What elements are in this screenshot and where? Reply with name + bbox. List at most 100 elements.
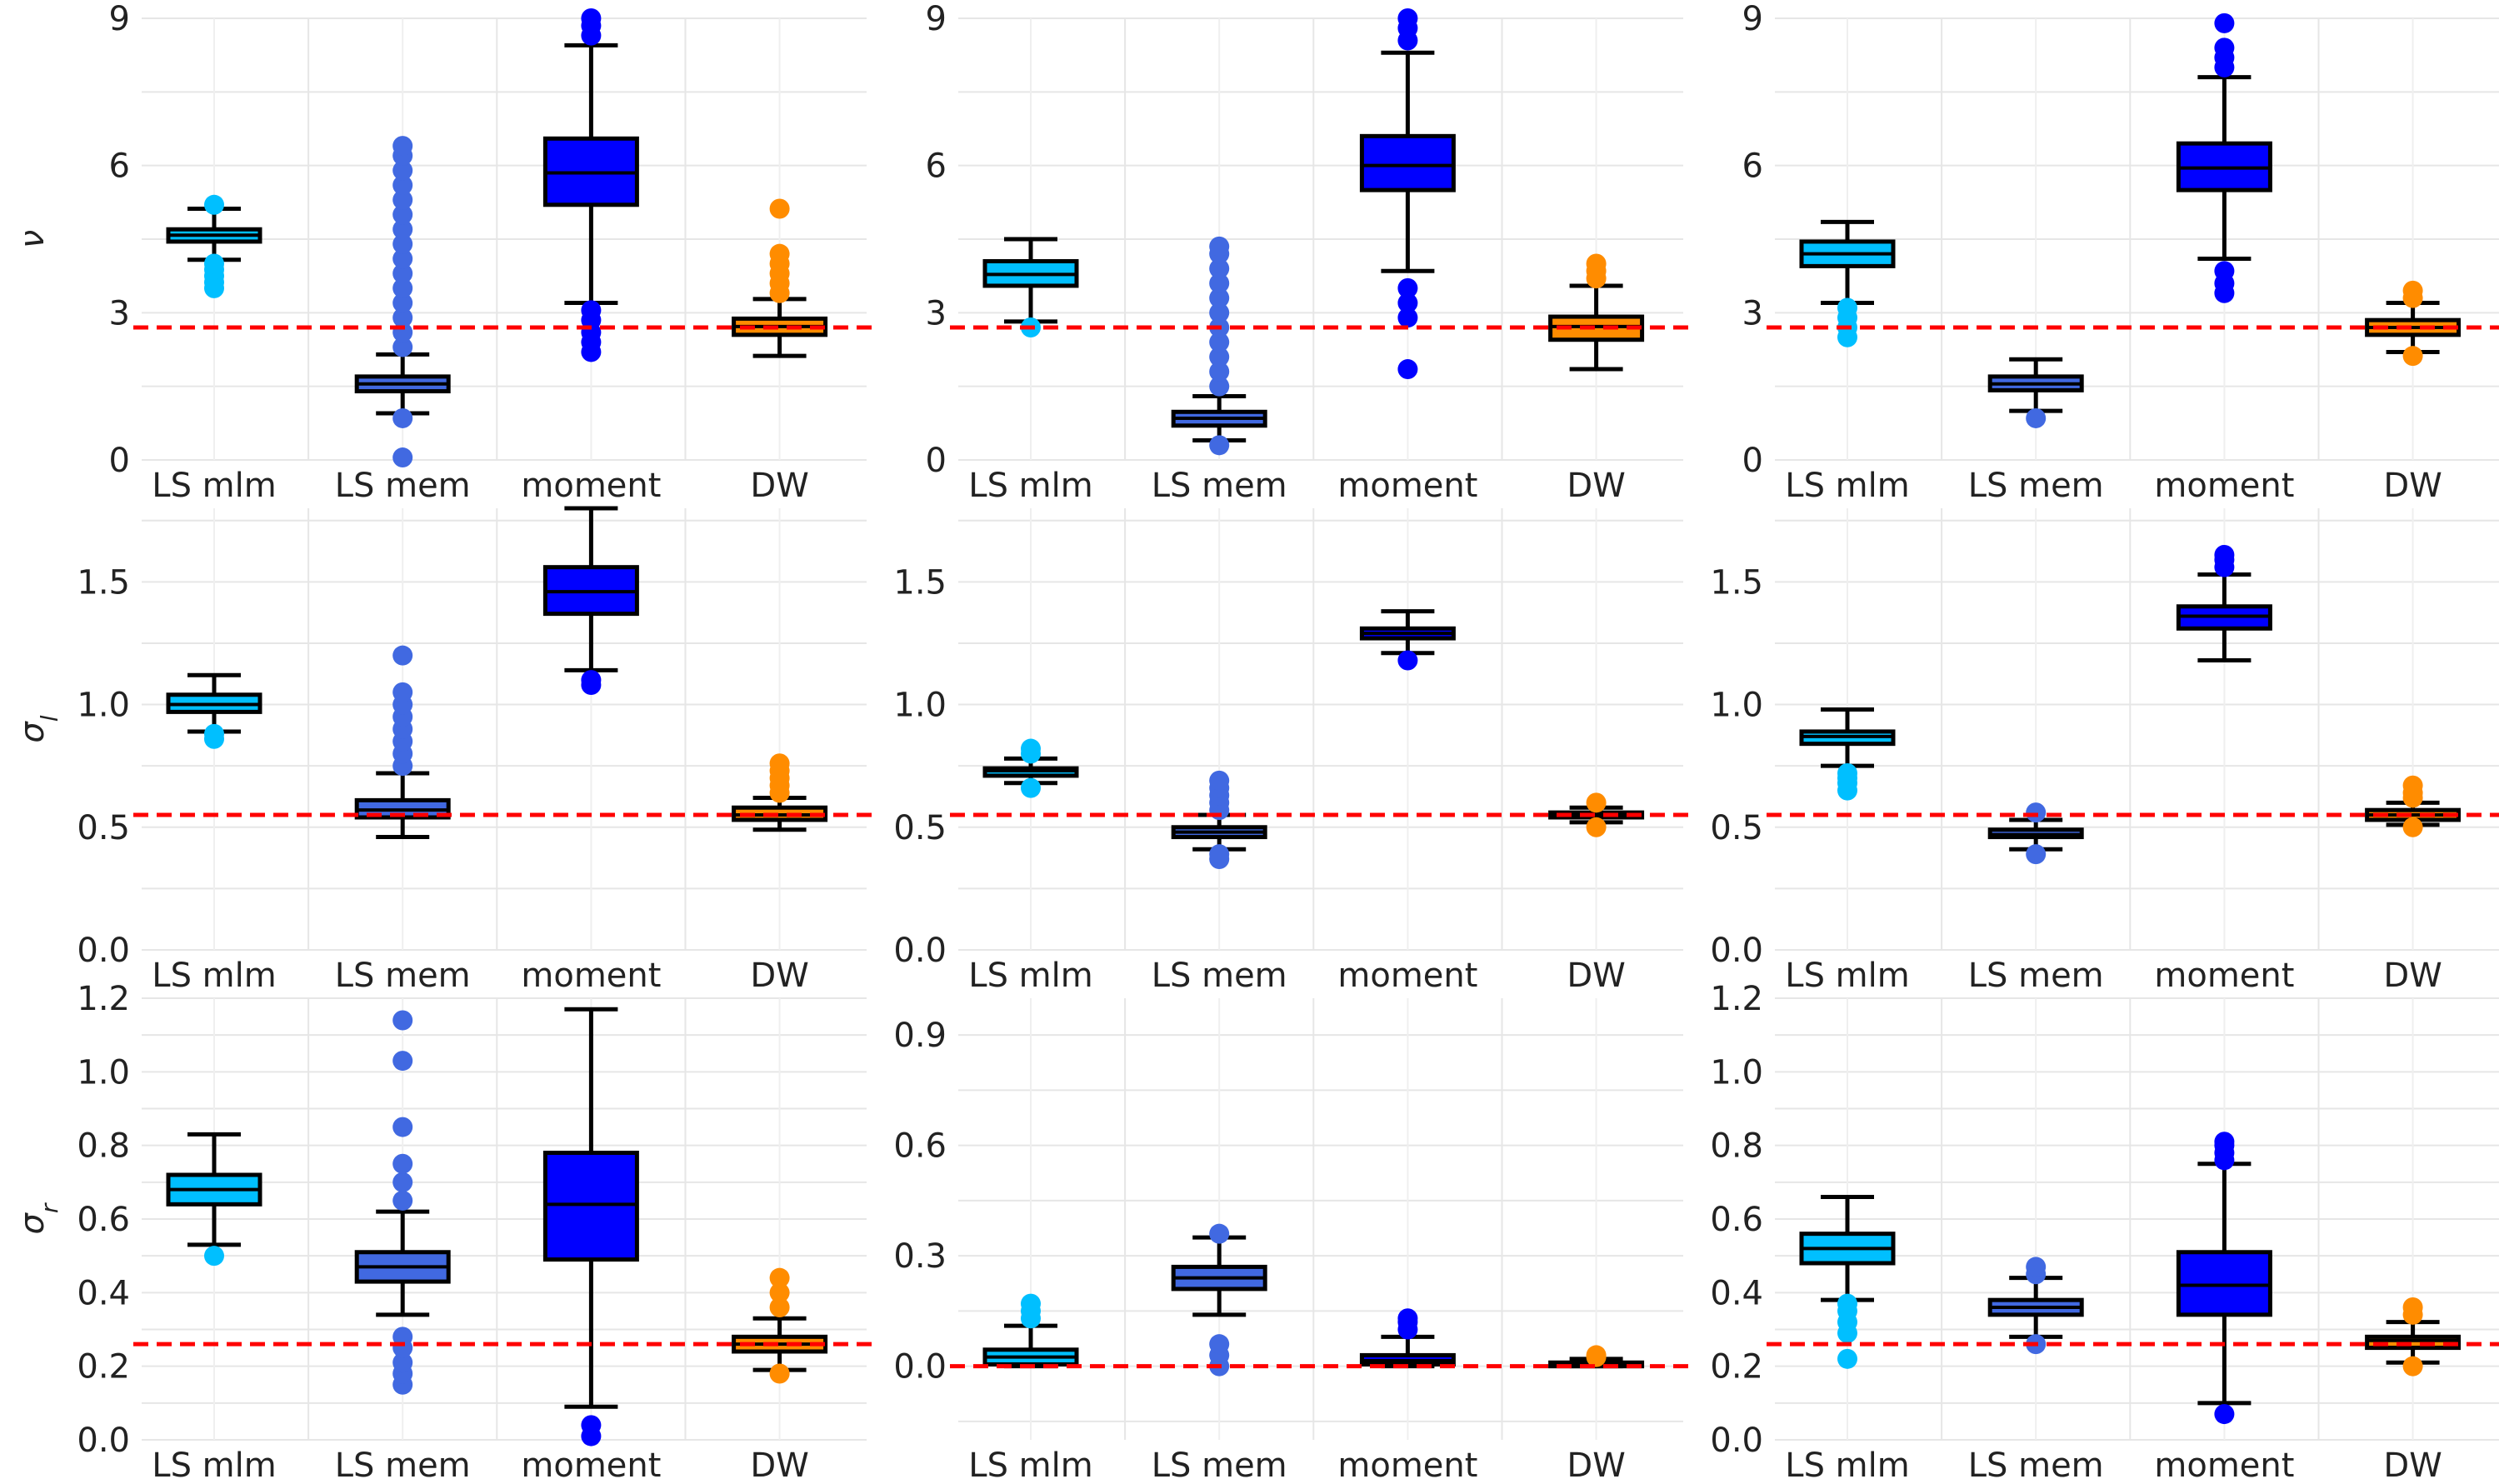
y-tick-label: 0.0	[77, 932, 130, 970]
x-tick-label: LS mlm	[968, 1447, 1092, 1484]
y-tick-label: 1.0	[77, 1053, 130, 1092]
x-tick-label: LS mem	[1968, 1447, 2104, 1484]
outlier-point	[581, 670, 602, 691]
x-tick-label: DW	[2383, 1447, 2442, 1484]
y-tick-label: 0.3	[893, 1237, 947, 1276]
outlier-point	[1209, 376, 1230, 397]
x-tick-label: DW	[2383, 467, 2442, 505]
x-tick-label: DW	[1567, 957, 1625, 995]
outlier-point	[2402, 1356, 2423, 1377]
y-tick-label: 0.5	[893, 809, 947, 847]
x-tick-label: LS mem	[335, 957, 471, 995]
box-moment	[542, 506, 639, 695]
x-tick-label: LS mem	[1152, 1447, 1287, 1484]
x-tick-label: LS mlm	[152, 467, 276, 505]
outlier-point	[204, 253, 224, 274]
outlier-point	[1209, 258, 1230, 279]
outlier-point	[769, 1267, 790, 1288]
y-axis-label-subscript: l	[36, 715, 63, 722]
outlier-point	[2026, 1257, 2047, 1277]
y-tick-label: 0.0	[77, 1422, 130, 1460]
outlier-point	[1209, 273, 1230, 293]
y-tick-label: 1.5	[893, 563, 947, 602]
outlier-point	[1586, 253, 1607, 274]
outlier-point	[1586, 817, 1607, 837]
outlier-point	[1209, 844, 1230, 865]
box-ls-mlm	[166, 1132, 262, 1267]
outlier-point	[2214, 1132, 2235, 1152]
outlier-point	[392, 1327, 413, 1347]
box-moment	[2176, 12, 2272, 303]
y-tick-label: 1.0	[1710, 1053, 1763, 1092]
panels: 0 3 6 9 ν LS mlm LS mem moment DW 0 3 6 9 LS mlm LS me…	[13, 0, 2499, 1484]
outlier-point	[2026, 407, 2047, 428]
outlier-point	[392, 1190, 413, 1211]
box-moment	[2176, 1132, 2272, 1425]
outlier-point	[1209, 236, 1230, 257]
outlier-point	[204, 194, 224, 215]
box-iqr	[1359, 133, 1456, 192]
outlier-point	[1397, 1308, 1418, 1329]
y-tick-label: 6	[109, 147, 130, 186]
box-moment	[542, 8, 639, 362]
outlier-point	[392, 1172, 413, 1192]
y-tick-label: 0.6	[893, 1127, 947, 1166]
y-tick-label: 0.0	[893, 932, 947, 970]
outlier-point	[392, 1153, 413, 1174]
outlier-point	[1837, 297, 1857, 318]
outlier-point	[392, 307, 413, 328]
box-ls-mem	[1171, 1223, 1267, 1377]
y-tick-label: 0.8	[1710, 1127, 1763, 1166]
outlier-point	[1209, 287, 1230, 308]
y-tick-label: 0.8	[77, 1127, 130, 1166]
panel-1-1: 0.0 0.5 1.0 1.5 LS mlm LS mem moment DW	[893, 508, 1692, 995]
box-ls-mem	[354, 1010, 451, 1395]
y-tick-label: 0.6	[1710, 1201, 1763, 1239]
box-dw	[732, 1267, 828, 1384]
outlier-point	[392, 204, 413, 225]
box-iqr	[2176, 1250, 2272, 1317]
outlier-point	[2214, 37, 2235, 58]
outlier-point	[1209, 435, 1230, 456]
panel-2-2: 0.0 0.2 0.4 0.6 0.8 1.0 1.2 LS mlm LS mem moment D…	[1710, 980, 2499, 1484]
x-tick-label: DW	[750, 1447, 808, 1484]
box-ls-mem	[1987, 357, 2084, 428]
y-tick-label: 0	[926, 442, 947, 480]
outlier-point	[1397, 650, 1418, 671]
outlier-point	[2402, 775, 2423, 796]
y-tick-label: 0.9	[893, 1017, 947, 1055]
x-tick-label: moment	[1337, 1447, 1477, 1484]
box-moment	[2176, 544, 2272, 663]
x-tick-label: moment	[2154, 957, 2294, 995]
y-tick-label: 6	[1742, 147, 1763, 186]
y-tick-label: 0	[1742, 442, 1763, 480]
box-moment	[542, 1007, 639, 1447]
outlier-point	[392, 292, 413, 313]
outlier-point	[1021, 777, 1041, 798]
y-tick-label: 0.0	[893, 1348, 947, 1387]
y-tick-label: 1.5	[77, 563, 130, 602]
y-tick-label: 0.5	[1710, 809, 1763, 847]
grid	[142, 997, 867, 1441]
outlier-point	[392, 1352, 413, 1373]
x-tick-label: LS mlm	[152, 957, 276, 995]
outlier-point	[2026, 844, 2047, 865]
outlier-point	[2214, 1404, 2235, 1425]
y-tick-label: 3	[1742, 294, 1763, 332]
y-axis-label: ν	[13, 230, 52, 248]
x-tick-label: moment	[521, 957, 661, 995]
y-tick-label: 0.0	[1710, 932, 1763, 970]
x-tick-label: LS mem	[1152, 467, 1287, 505]
x-tick-label: moment	[1337, 957, 1477, 995]
x-tick-label: LS mlm	[152, 1447, 276, 1484]
box-dw	[2365, 1297, 2462, 1377]
box-dw	[2365, 775, 2462, 837]
outlier-point	[392, 407, 413, 428]
x-tick-label: LS mlm	[968, 957, 1092, 995]
box-ls-mlm	[1799, 219, 1896, 347]
y-tick-label: 0.0	[1710, 1422, 1763, 1460]
y-tick-label: 9	[1742, 0, 1763, 38]
y-tick-label: 0.5	[77, 809, 130, 847]
